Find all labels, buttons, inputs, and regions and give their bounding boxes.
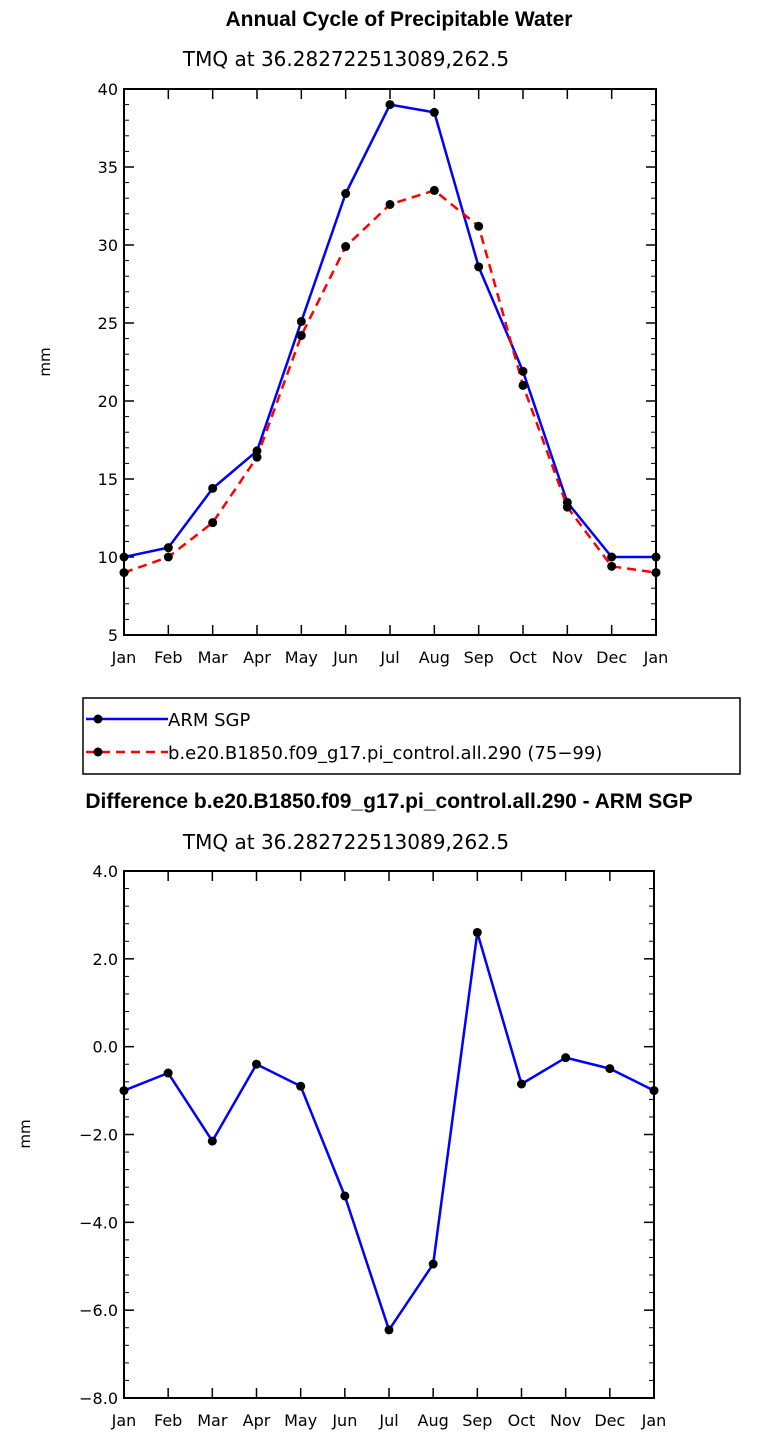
legend-box <box>82 697 741 775</box>
y-tick-label: 2.0 <box>93 950 118 969</box>
x-tick-label: May <box>284 1411 317 1430</box>
x-tick-label: Sep <box>462 1411 492 1430</box>
x-tick-label: Oct <box>508 1411 536 1430</box>
x-tick-label: Aug <box>418 1411 449 1430</box>
data-point-s0-8 <box>472 927 482 937</box>
data-point-s1-11 <box>607 561 617 571</box>
x-tick-label: Nov <box>552 648 583 667</box>
data-point-s0-4 <box>296 1081 306 1091</box>
data-point-s0-2 <box>207 1136 217 1146</box>
series-line-0 <box>123 931 655 1332</box>
chart2-subtitle: TMQ at 36.282722513089,262.5 <box>182 830 509 854</box>
data-point-s0-8 <box>474 262 484 272</box>
data-point-s0-7 <box>429 107 439 117</box>
legend-label-arm-sgp: ARM SGP <box>168 710 250 731</box>
data-point-s1-4 <box>296 330 306 340</box>
x-tick-label: Mar <box>198 648 229 667</box>
y-tick-label: 5 <box>108 626 118 645</box>
y-tick-label: 40 <box>98 80 118 99</box>
x-tick-label: Jul <box>378 1411 398 1430</box>
data-point-s0-5 <box>340 1191 350 1201</box>
y-tick-label: 30 <box>98 236 118 255</box>
chart1-ylabel: mm <box>36 347 54 376</box>
x-tick-label: Apr <box>243 648 271 667</box>
chart1-plot-frame <box>123 88 657 636</box>
data-point-s0-6 <box>385 100 395 110</box>
legend-marker-model <box>93 747 103 757</box>
legend-marker-arm-sgp <box>93 714 103 724</box>
data-point-s0-11 <box>607 552 617 562</box>
x-tick-label: Sep <box>464 648 494 667</box>
data-point-s0-6 <box>384 1325 394 1335</box>
data-point-s1-7 <box>429 185 439 195</box>
data-point-s0-5 <box>341 189 351 199</box>
chart1-subtitle: TMQ at 36.282722513089,262.5 <box>182 47 509 71</box>
chart1-legend: ARM SGP b.e20.B1850.f09_g17.pi_control.a… <box>82 697 741 775</box>
data-point-s0-1 <box>163 1068 173 1078</box>
data-point-s1-3 <box>252 452 262 462</box>
data-point-s1-1 <box>163 552 173 562</box>
x-tick-label: Jun <box>332 648 358 667</box>
data-point-s0-1 <box>163 543 173 553</box>
data-point-s1-10 <box>562 502 572 512</box>
legend-label-model: b.e20.B1850.f09_g17.pi_control.all.290 (… <box>168 743 602 764</box>
series-line-0 <box>123 103 656 559</box>
data-point-s0-3 <box>252 1059 261 1069</box>
chart2-plot-frame <box>123 870 655 1399</box>
data-point-s0-2 <box>208 483 218 493</box>
y-tick-label: 4.0 <box>93 862 118 881</box>
y-tick-label: 0.0 <box>93 1038 118 1057</box>
x-tick-label: Apr <box>243 1411 271 1430</box>
chart1-title: Annual Cycle of Precipitable Water <box>226 8 573 31</box>
x-tick-label: Feb <box>154 648 182 667</box>
y-tick-label: 15 <box>98 470 118 489</box>
data-point-s0-7 <box>428 1259 438 1269</box>
x-tick-label: Dec <box>596 648 627 667</box>
x-tick-label: Jun <box>331 1411 357 1430</box>
data-point-s1-5 <box>341 242 351 252</box>
y-tick-label: 35 <box>98 158 118 177</box>
x-tick-label: Nov <box>550 1411 581 1430</box>
y-tick-label: 25 <box>98 314 118 333</box>
y-tick-label: −6.0 <box>79 1301 118 1320</box>
x-tick-label: May <box>285 648 318 667</box>
data-point-s1-2 <box>208 518 218 528</box>
x-tick-label: Jan <box>643 648 669 667</box>
y-tick-label: −2.0 <box>79 1126 118 1145</box>
x-tick-label: Jul <box>379 648 399 667</box>
difference-chart: Difference b.e20.B1850.f09_g17.pi_contro… <box>16 790 693 1430</box>
data-point-s0-9 <box>518 366 528 376</box>
y-tick-label: −4.0 <box>79 1213 118 1232</box>
annual-cycle-chart: Annual Cycle of Precipitable Water TMQ a… <box>36 8 668 667</box>
x-tick-label: Aug <box>419 648 450 667</box>
x-tick-label: Mar <box>197 1411 228 1430</box>
y-tick-label: 10 <box>98 548 118 567</box>
x-tick-label: Jan <box>111 1411 137 1430</box>
data-point-s0-4 <box>296 316 306 326</box>
data-point-s1-9 <box>518 380 528 390</box>
y-tick-label: −8.0 <box>79 1389 118 1408</box>
data-point-s1-6 <box>385 199 395 209</box>
chart2-title: Difference b.e20.B1850.f09_g17.pi_contro… <box>85 790 692 813</box>
chart2-ylabel: mm <box>16 1119 34 1148</box>
data-point-s0-10 <box>561 1053 571 1063</box>
data-point-s0-3 <box>252 446 262 456</box>
data-point-s0-11 <box>605 1064 615 1074</box>
data-point-s1-8 <box>474 221 484 231</box>
x-tick-label: Dec <box>594 1411 625 1430</box>
y-tick-label: 20 <box>98 392 118 411</box>
x-tick-label: Jan <box>111 648 137 667</box>
x-tick-label: Jan <box>641 1411 667 1430</box>
x-tick-label: Feb <box>154 1411 182 1430</box>
x-tick-label: Oct <box>509 648 537 667</box>
data-point-s0-9 <box>517 1079 526 1089</box>
